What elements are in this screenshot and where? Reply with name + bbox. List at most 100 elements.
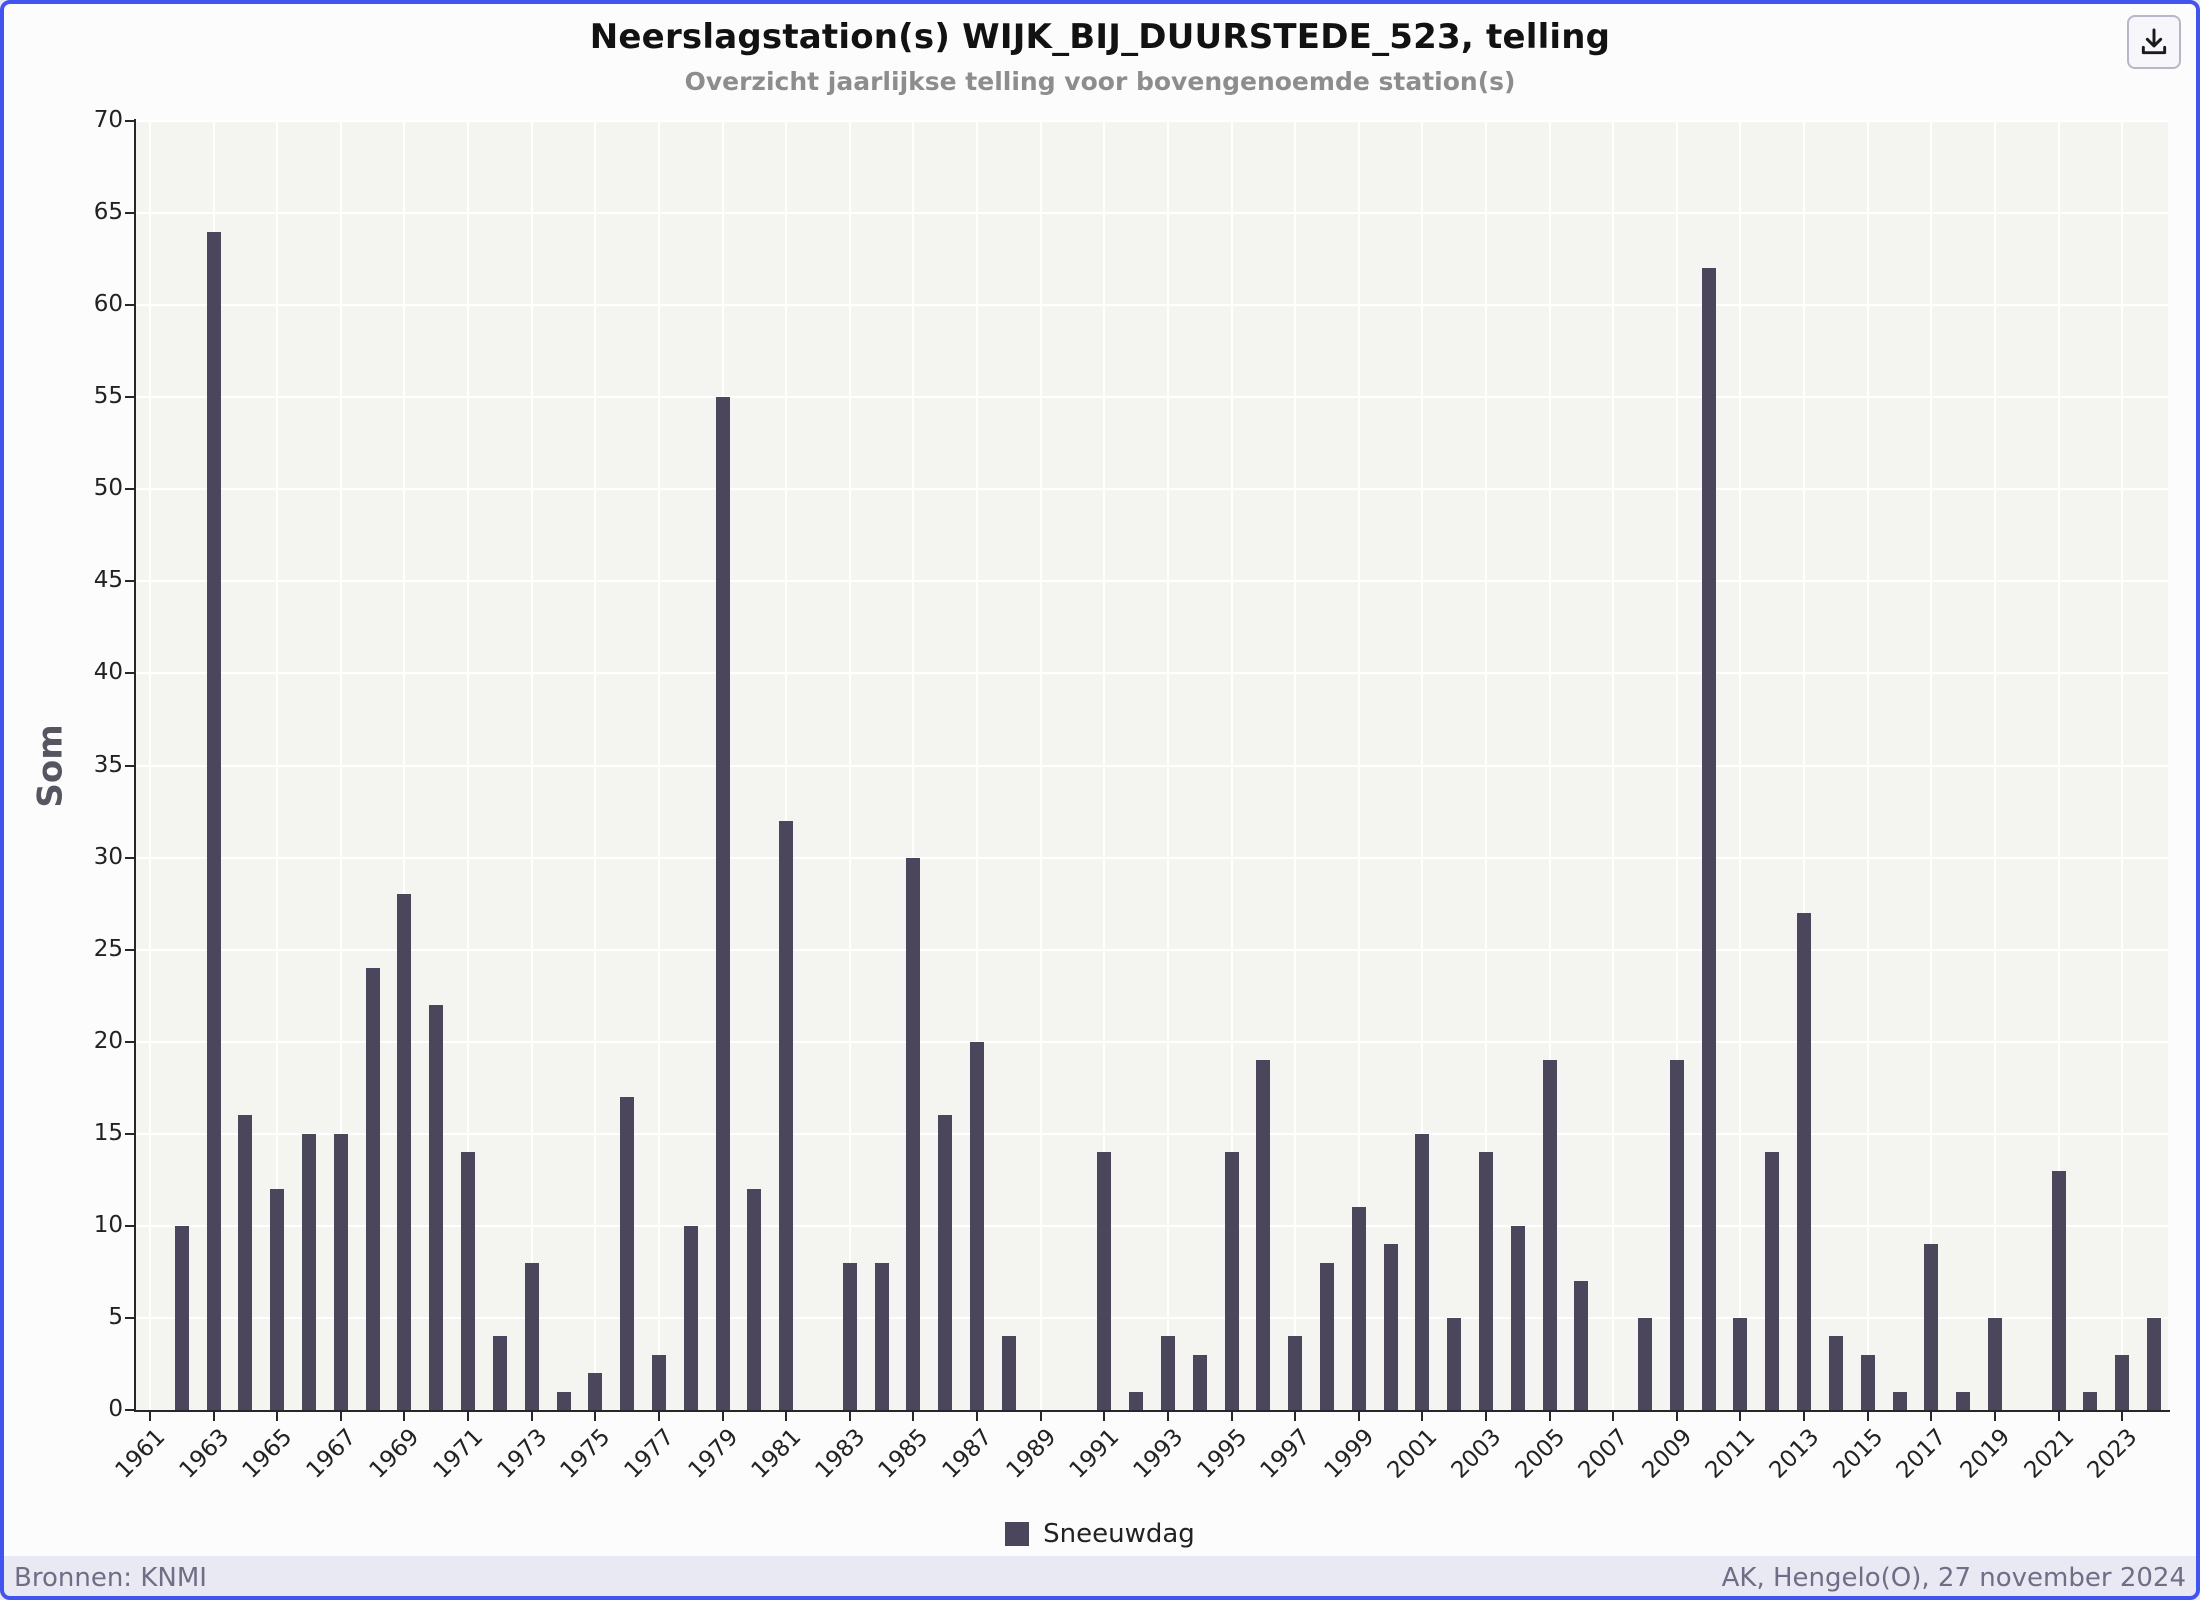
bar-2019 <box>1987 1317 2002 1410</box>
x-tick-mark <box>848 1412 851 1421</box>
bar-2014 <box>1828 1336 1843 1410</box>
bar-1977 <box>651 1354 666 1410</box>
y-tick-mark <box>125 488 134 491</box>
bar-2006 <box>1574 1281 1589 1410</box>
bar-2004 <box>1510 1225 1525 1410</box>
x-tick-mark <box>594 1412 597 1421</box>
bar-1983 <box>842 1262 857 1410</box>
footer-credit: AK, Hengelo(O), 27 november 2024 <box>1721 1563 2186 1593</box>
x-tick-mark <box>721 1412 724 1421</box>
chart-subtitle: Overzicht jaarlijkse telling voor boveng… <box>684 67 1516 96</box>
bar-2003 <box>1479 1152 1493 1410</box>
gridline-horizontal <box>136 396 2168 399</box>
download-button[interactable] <box>2127 15 2181 69</box>
gridline-vertical <box>848 121 851 1410</box>
bar-1967 <box>333 1133 348 1410</box>
bar-1978 <box>683 1225 698 1410</box>
y-tick-mark <box>125 1132 134 1135</box>
y-tick-label: 45 <box>93 567 123 594</box>
bar-1970 <box>429 1004 444 1410</box>
gridline-vertical <box>1230 121 1233 1410</box>
y-tick-mark <box>125 396 134 399</box>
chart-title: Neerslagstation(s) WIJK_BIJ_DUURSTEDE_52… <box>589 17 1611 57</box>
x-tick-mark <box>1421 1412 1424 1421</box>
gridline-horizontal <box>136 488 2168 491</box>
x-tick-mark <box>785 1412 788 1421</box>
x-tick-mark <box>1803 1412 1806 1421</box>
gridline-vertical <box>276 121 279 1410</box>
gridline-horizontal <box>136 120 2168 122</box>
bar-2008 <box>1638 1317 1653 1410</box>
bar-2010 <box>1701 268 1716 1410</box>
x-tick-mark <box>1357 1412 1360 1421</box>
x-axis-line <box>134 1410 2170 1412</box>
gridline-horizontal <box>136 212 2168 215</box>
gridline-vertical <box>1039 121 1042 1410</box>
bar-2005 <box>1542 1060 1557 1410</box>
bar-1984 <box>874 1262 889 1410</box>
gridline-vertical <box>339 121 342 1410</box>
bar-1968 <box>365 968 380 1410</box>
footer: Bronnen: KNMI AK, Hengelo(O), 27 novembe… <box>0 1556 2200 1600</box>
y-tick-label: 20 <box>93 1027 123 1054</box>
gridline-vertical <box>1294 121 1297 1410</box>
footer-source: Bronnen: KNMI <box>14 1563 207 1593</box>
download-icon <box>2141 28 2167 55</box>
bar-2009 <box>1669 1060 1684 1410</box>
y-tick-mark <box>125 764 134 767</box>
gridline-vertical <box>1612 121 1615 1410</box>
x-tick-mark <box>530 1412 533 1421</box>
x-tick-mark <box>149 1412 151 1421</box>
bar-1973 <box>524 1262 539 1410</box>
gridline-vertical <box>976 121 979 1410</box>
gridline-vertical <box>1485 121 1487 1410</box>
bar-1969 <box>397 894 412 1410</box>
x-tick-mark <box>1930 1412 1933 1421</box>
bar-2001 <box>1415 1133 1430 1410</box>
bar-1981 <box>779 820 794 1410</box>
gridline-vertical <box>403 121 406 1410</box>
x-tick-mark <box>467 1412 470 1421</box>
x-tick-mark <box>276 1412 279 1421</box>
x-tick-mark <box>1866 1412 1869 1421</box>
bar-2018 <box>1956 1391 1971 1410</box>
bar-1997 <box>1288 1336 1303 1410</box>
gridline-vertical <box>1103 121 1106 1410</box>
gridline-vertical <box>912 121 915 1410</box>
y-tick-label: 65 <box>93 199 123 226</box>
y-tick-label: 50 <box>93 475 123 502</box>
x-tick-mark <box>339 1412 342 1421</box>
gridline-vertical <box>1803 121 1806 1410</box>
gridline-vertical <box>1675 121 1678 1410</box>
bar-1966 <box>302 1133 317 1410</box>
y-tick-label: 70 <box>93 107 123 133</box>
x-tick-mark <box>1294 1412 1297 1421</box>
legend-swatch <box>1005 1522 1030 1546</box>
gridline-vertical <box>1739 121 1742 1410</box>
y-tick-mark <box>125 856 134 859</box>
gridline-horizontal <box>136 1040 2168 1043</box>
gridline-vertical <box>1866 121 1869 1410</box>
bar-1963 <box>206 231 221 1410</box>
bar-1999 <box>1351 1207 1366 1410</box>
y-tick-mark <box>125 580 134 583</box>
y-tick-mark <box>125 120 134 122</box>
y-tick-mark <box>125 948 134 951</box>
x-tick-mark <box>1548 1412 1551 1421</box>
x-tick-mark <box>212 1412 215 1421</box>
gridline-vertical <box>785 121 788 1410</box>
gridline-vertical <box>657 121 660 1410</box>
y-tick-mark <box>125 212 134 215</box>
bar-1972 <box>492 1336 507 1410</box>
bar-2015 <box>1860 1354 1875 1410</box>
bar-2017 <box>1924 1244 1939 1410</box>
bar-2002 <box>1447 1317 1462 1410</box>
gridline-horizontal <box>136 304 2168 307</box>
bar-1976 <box>620 1096 635 1410</box>
y-tick-label: 60 <box>93 291 123 318</box>
gridline-horizontal <box>136 856 2168 859</box>
x-tick-mark <box>1739 1412 1742 1421</box>
bar-2016 <box>1892 1391 1907 1410</box>
gridline-vertical <box>1357 121 1360 1410</box>
y-tick-mark <box>125 1316 134 1319</box>
